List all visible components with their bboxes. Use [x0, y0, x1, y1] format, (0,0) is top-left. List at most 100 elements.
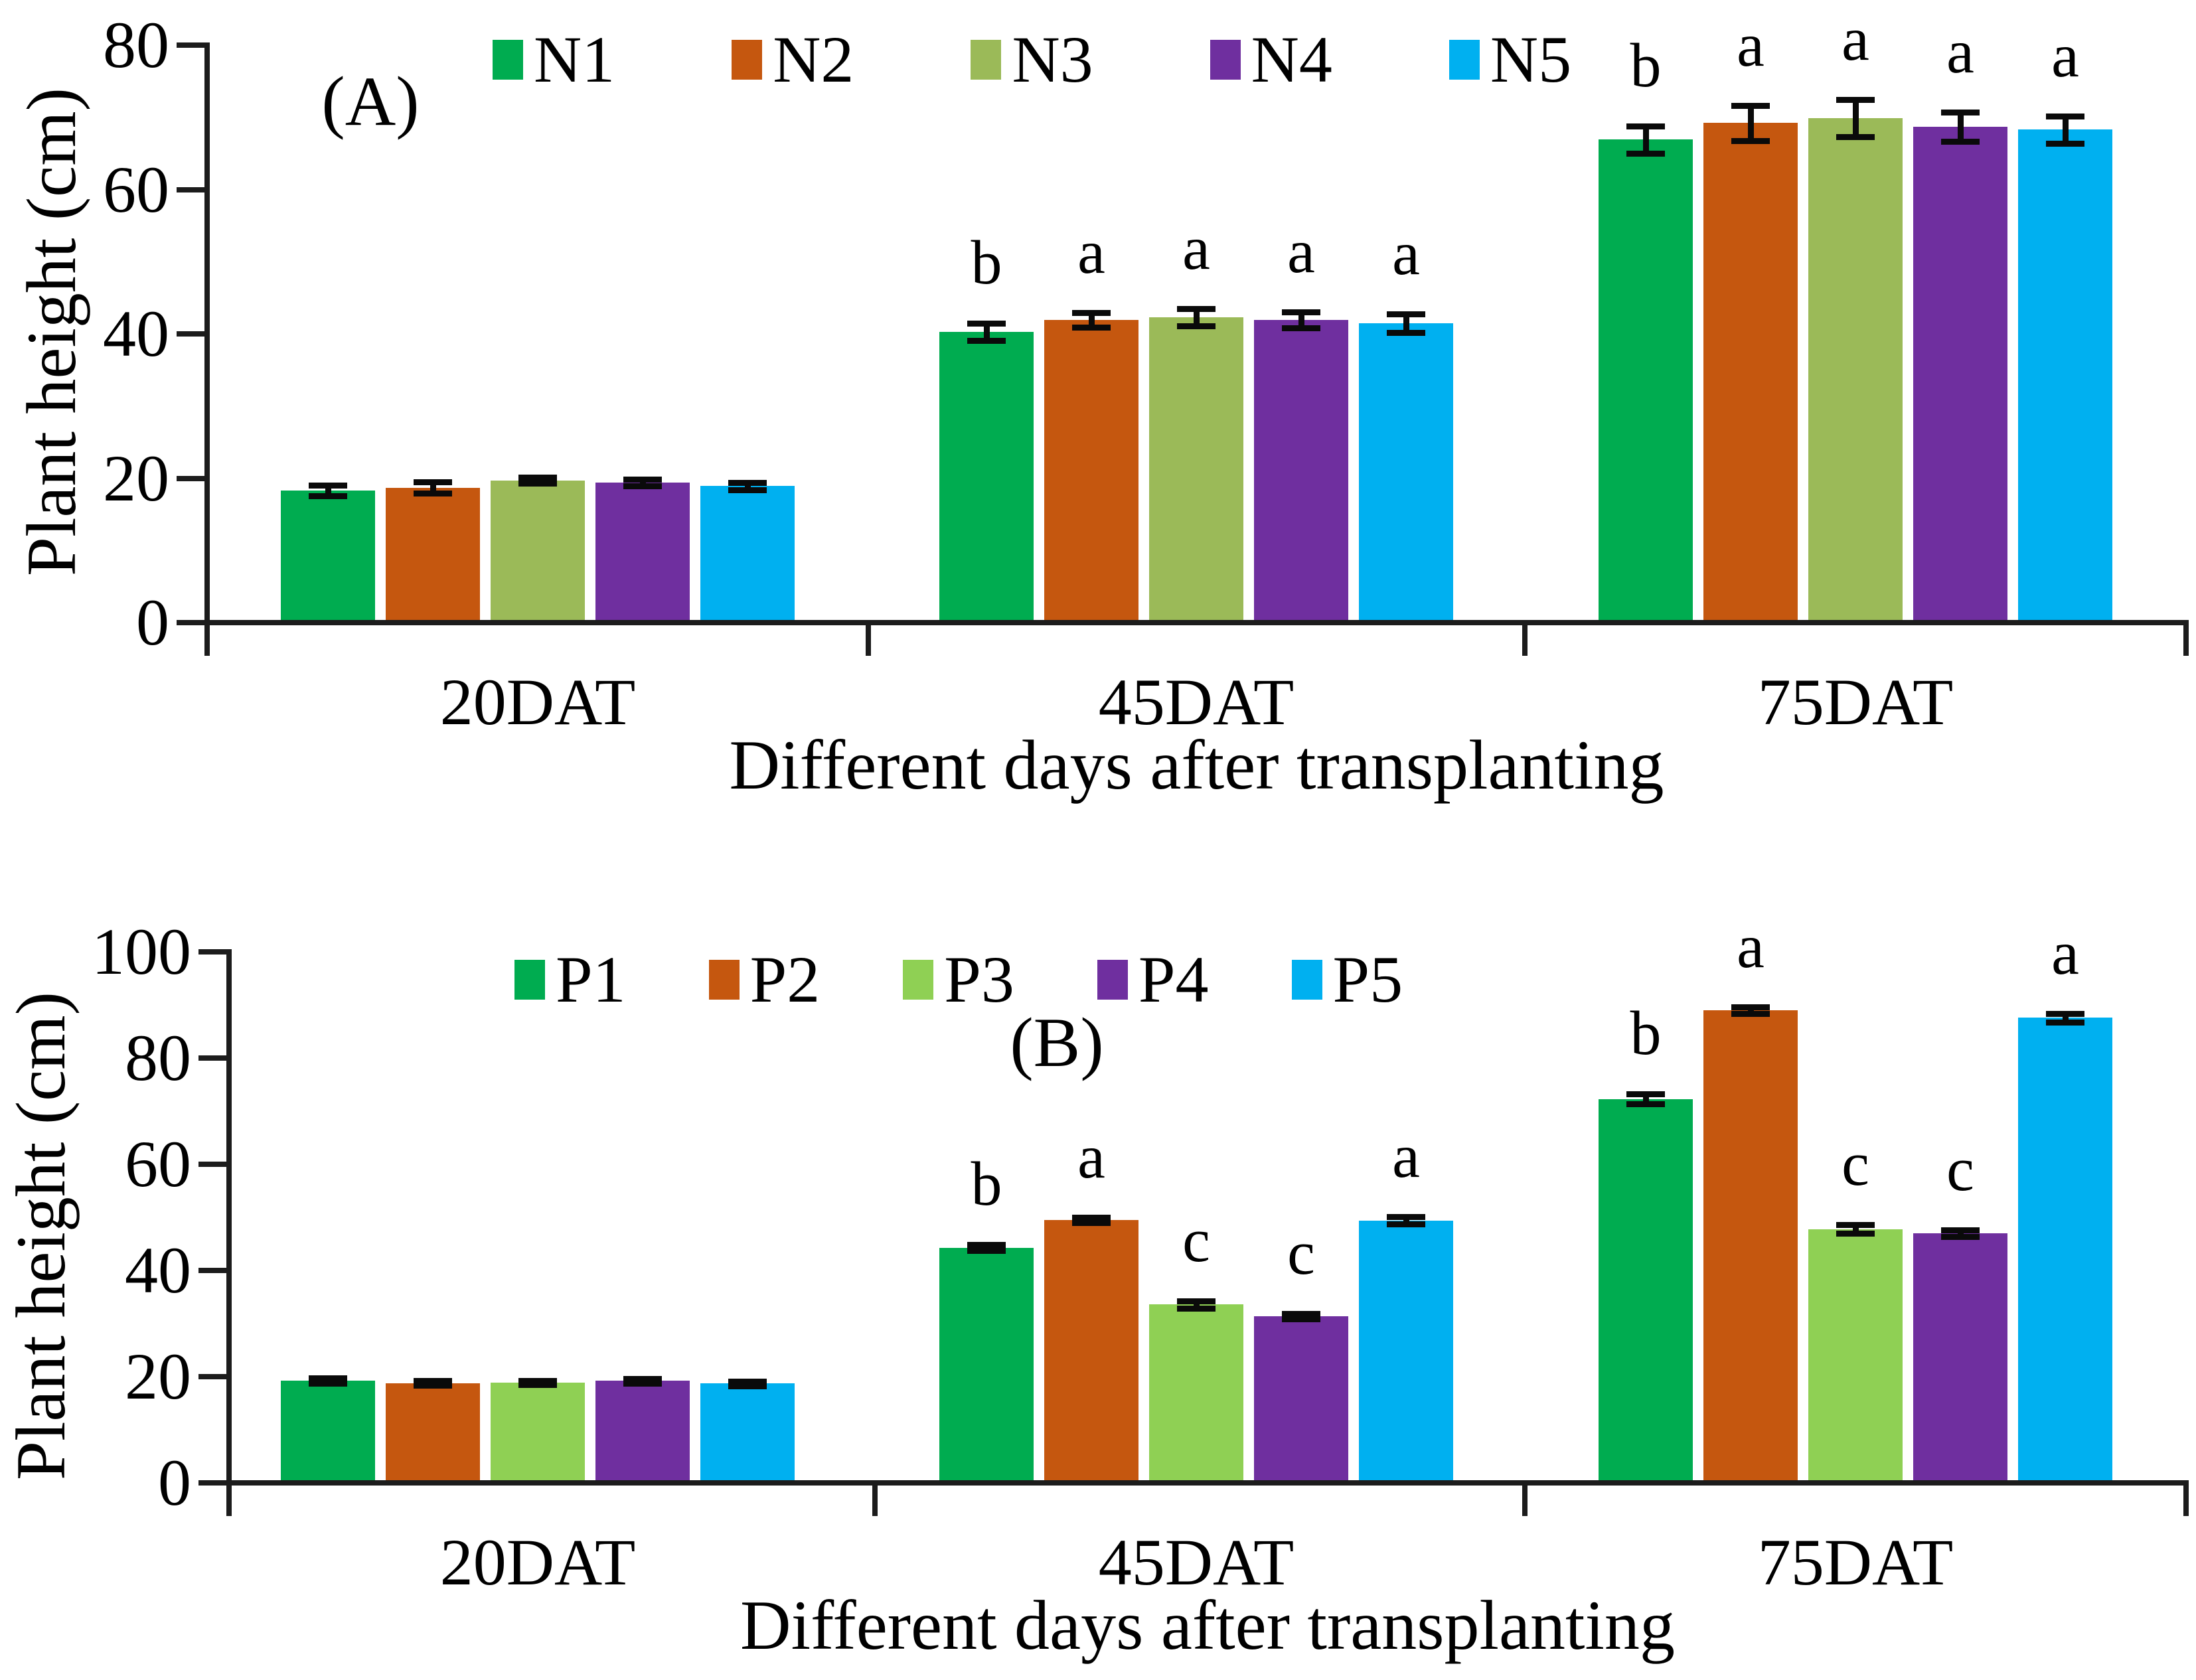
y-axis-title: Plant height (cm)	[13, 88, 90, 576]
y-tick-label: 80	[125, 1021, 191, 1095]
sig-letter: a	[1946, 17, 1974, 87]
error-bar-cap-top	[1836, 1222, 1875, 1229]
x-category-label: 45DAT	[1098, 1525, 1294, 1599]
sig-letter: a	[1392, 218, 1420, 288]
sig-letter: c	[1287, 1218, 1315, 1288]
error-bar-cap-bottom	[1177, 323, 1216, 330]
error-bar-line	[1403, 313, 1409, 333]
x-axis-line	[204, 620, 2189, 625]
error-bar-cap-top	[967, 320, 1006, 327]
bar-N3-20DAT	[491, 480, 585, 623]
bar-N3-75DAT	[1808, 117, 1903, 623]
bar-P1-45DAT	[939, 1247, 1034, 1483]
error-bar-cap-top	[309, 1375, 347, 1381]
error-bar-line	[1193, 308, 1200, 327]
error-bar-cap-bottom	[518, 481, 557, 487]
legend-swatch	[493, 40, 523, 80]
bar-P4-20DAT	[595, 1381, 690, 1483]
error-bar-cap-top	[1072, 1215, 1111, 1221]
error-bar-line	[1642, 125, 1649, 154]
sig-letter: b	[1630, 31, 1662, 100]
x-tick-mark	[1522, 1486, 1528, 1516]
error-bar-cap-top	[623, 476, 662, 483]
bar-P2-75DAT	[1703, 1010, 1798, 1483]
error-bar-cap-bottom	[1072, 1220, 1111, 1226]
error-bar-line	[1852, 1225, 1859, 1233]
sig-letter: a	[1737, 912, 1765, 982]
legend-swatch	[708, 960, 740, 1000]
x-category-label: 20DAT	[439, 1525, 636, 1599]
error-bar-line	[1957, 112, 1964, 141]
bar-N2-75DAT	[1703, 123, 1798, 623]
y-tick-label: 20	[125, 1339, 191, 1413]
x-category-label: 20DAT	[439, 665, 636, 739]
bar-N5-20DAT	[700, 486, 795, 623]
x-tick-mark	[2183, 625, 2189, 656]
legend-swatch	[903, 960, 934, 1000]
legend-label: N5	[1490, 23, 1572, 96]
error-bar-cap-bottom	[2046, 140, 2084, 147]
error-bar-cap-bottom	[1731, 137, 1770, 144]
error-bar-cap-bottom	[1941, 1233, 1980, 1240]
error-bar-line	[1403, 1217, 1409, 1225]
bar-N4-20DAT	[595, 483, 690, 623]
legend-item-P5: P5	[1291, 947, 1403, 1013]
x-tick-mark	[204, 625, 210, 656]
legend-swatch	[1291, 960, 1322, 1000]
error-bar-line	[430, 481, 436, 494]
x-axis-title: Different days after transplanting	[729, 726, 1664, 804]
error-bar-line	[1088, 313, 1095, 328]
error-bar-line	[639, 479, 646, 487]
error-bar-cap-bottom	[518, 1382, 557, 1388]
error-bar-cap-bottom	[1836, 1231, 1875, 1237]
legend-item-N2: N2	[732, 27, 854, 93]
error-bar-cap-top	[414, 479, 452, 485]
error-bar-cap-top	[1941, 110, 1980, 116]
bar-N2-20DAT	[386, 487, 480, 623]
error-bar-line	[1852, 99, 1859, 137]
bar-N3-45DAT	[1149, 317, 1243, 623]
y-tick-label: 40	[125, 1233, 191, 1307]
y-tick-label: 40	[103, 297, 169, 370]
sig-letter: a	[2051, 21, 2079, 90]
bar-P2-20DAT	[386, 1383, 480, 1483]
legend-swatch	[1210, 40, 1241, 80]
y-tick-mark	[198, 949, 229, 955]
bar-P2-45DAT	[1044, 1220, 1138, 1483]
error-bar-cap-top	[728, 480, 767, 487]
bar-N4-75DAT	[1913, 126, 2007, 623]
error-bar-cap-top	[967, 1241, 1006, 1248]
error-bar-cap-top	[518, 1377, 557, 1384]
error-bar-cap-top	[1387, 311, 1425, 317]
error-bar-line	[744, 483, 751, 490]
error-bar-cap-bottom	[1626, 1101, 1665, 1107]
error-bar-cap-bottom	[1072, 325, 1111, 331]
legend-item-P4: P4	[1097, 947, 1209, 1013]
legend-item-N5: N5	[1449, 27, 1571, 93]
error-bar-cap-top	[1731, 103, 1770, 110]
error-bar-cap-bottom	[2046, 1019, 2084, 1026]
legend-label: N2	[773, 23, 854, 96]
sig-letter: a	[1077, 218, 1105, 287]
error-bar-line	[325, 485, 331, 496]
sig-letter: b	[971, 1149, 1002, 1219]
error-bar-cap-top	[1282, 1310, 1320, 1317]
error-bar-cap-bottom	[1177, 1305, 1216, 1312]
legend-swatch	[732, 40, 763, 80]
y-axis-line	[226, 949, 232, 1486]
error-bar-cap-top	[414, 1378, 452, 1385]
error-bar-cap-top	[1282, 309, 1320, 316]
error-bar-cap-top	[1626, 123, 1665, 129]
legend-label: P1	[556, 943, 626, 1016]
bar-N1-20DAT	[281, 490, 375, 623]
error-bar-cap-bottom	[967, 1248, 1006, 1255]
error-bar-cap-top	[518, 475, 557, 481]
y-tick-label: 80	[103, 8, 169, 82]
sig-letter: b	[971, 228, 1002, 297]
y-tick-mark	[198, 1162, 229, 1167]
sig-letter: c	[1182, 1205, 1210, 1275]
legend-item-N4: N4	[1210, 27, 1332, 93]
x-axis-line	[226, 1480, 2189, 1486]
panel-label: (B)	[1010, 1004, 1104, 1081]
y-tick-mark	[177, 620, 207, 625]
